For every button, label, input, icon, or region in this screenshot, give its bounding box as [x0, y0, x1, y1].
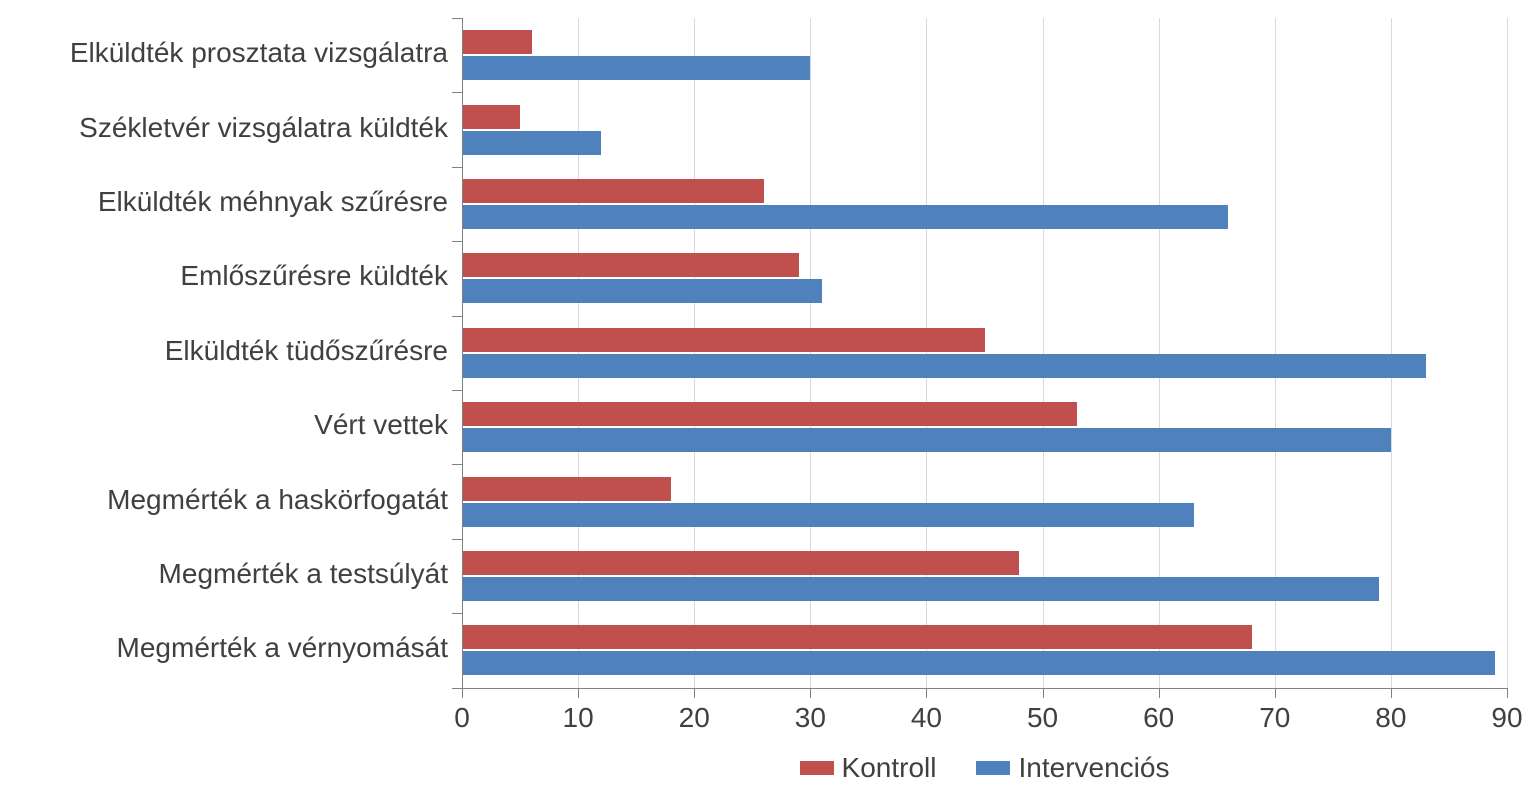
x-tick [1043, 688, 1044, 698]
y-tick [452, 167, 462, 168]
y-tick [452, 316, 462, 317]
x-axis-line [462, 688, 1507, 689]
bar-kontroll [462, 477, 671, 501]
category-label: Megmérték a testsúlyát [159, 558, 448, 590]
x-tick [1391, 688, 1392, 698]
y-tick [452, 18, 462, 19]
grouped-horizontal-bar-chart: 0 10 20 30 40 50 60 70 80 90 Elküldték prosztata v… [0, 0, 1530, 790]
y-tick [452, 92, 462, 93]
legend-swatch [800, 761, 834, 775]
x-tick-label: 30 [795, 702, 826, 734]
legend-label: Kontroll [842, 752, 937, 784]
legend-label: Intervenciós [1018, 752, 1169, 784]
bar-intervenciós [462, 279, 822, 303]
category-label: Vért vettek [314, 409, 448, 441]
y-tick [452, 688, 462, 689]
x-tick [1507, 688, 1508, 698]
category-label: Elküldték prosztata vizsgálatra [70, 37, 448, 69]
bar-intervenciós [462, 354, 1426, 378]
bar-kontroll [462, 30, 532, 54]
x-tick [926, 688, 927, 698]
bar-intervenciós [462, 503, 1194, 527]
bar-kontroll [462, 551, 1019, 575]
y-tick [452, 613, 462, 614]
x-tick-label: 20 [679, 702, 710, 734]
bar-intervenciós [462, 577, 1379, 601]
bar-kontroll [462, 253, 799, 277]
bar-kontroll [462, 625, 1252, 649]
y-tick [452, 539, 462, 540]
bar-intervenciós [462, 205, 1228, 229]
x-tick-label: 50 [1027, 702, 1058, 734]
bar-kontroll [462, 328, 985, 352]
x-tick-label: 90 [1491, 702, 1522, 734]
y-axis-line [462, 18, 463, 688]
x-tick [1159, 688, 1160, 698]
legend-swatch [976, 761, 1010, 775]
x-tick [1275, 688, 1276, 698]
category-label: Elküldték méhnyak szűrésre [98, 186, 448, 218]
x-tick [578, 688, 579, 698]
legend-item: Kontroll [800, 752, 937, 784]
legend-item: Intervenciós [976, 752, 1169, 784]
bar-intervenciós [462, 131, 601, 155]
bar-intervenciós [462, 651, 1495, 675]
category-label: Megmérték a haskörfogatát [107, 484, 448, 516]
x-gridline [1507, 18, 1508, 688]
x-tick-label: 40 [911, 702, 942, 734]
bar-kontroll [462, 105, 520, 129]
plot-area [462, 18, 1507, 688]
category-label: Székletvér vizsgálatra küldték [79, 112, 448, 144]
bar-kontroll [462, 402, 1077, 426]
bar-intervenciós [462, 56, 810, 80]
x-tick-label: 80 [1375, 702, 1406, 734]
x-tick-label: 70 [1259, 702, 1290, 734]
x-tick [810, 688, 811, 698]
y-tick [452, 464, 462, 465]
y-tick [452, 390, 462, 391]
category-label: Megmérték a vérnyomását [117, 632, 448, 664]
x-tick [694, 688, 695, 698]
x-tick-label: 60 [1143, 702, 1174, 734]
category-label: Emlőszűrésre küldték [180, 260, 448, 292]
bar-intervenciós [462, 428, 1391, 452]
x-tick-label: 10 [563, 702, 594, 734]
bar-kontroll [462, 179, 764, 203]
x-tick-label: 0 [454, 702, 470, 734]
legend: Kontroll Intervenciós [462, 752, 1507, 784]
y-tick [452, 241, 462, 242]
x-tick [462, 688, 463, 698]
category-label: Elküldték tüdőszűrésre [165, 335, 448, 367]
